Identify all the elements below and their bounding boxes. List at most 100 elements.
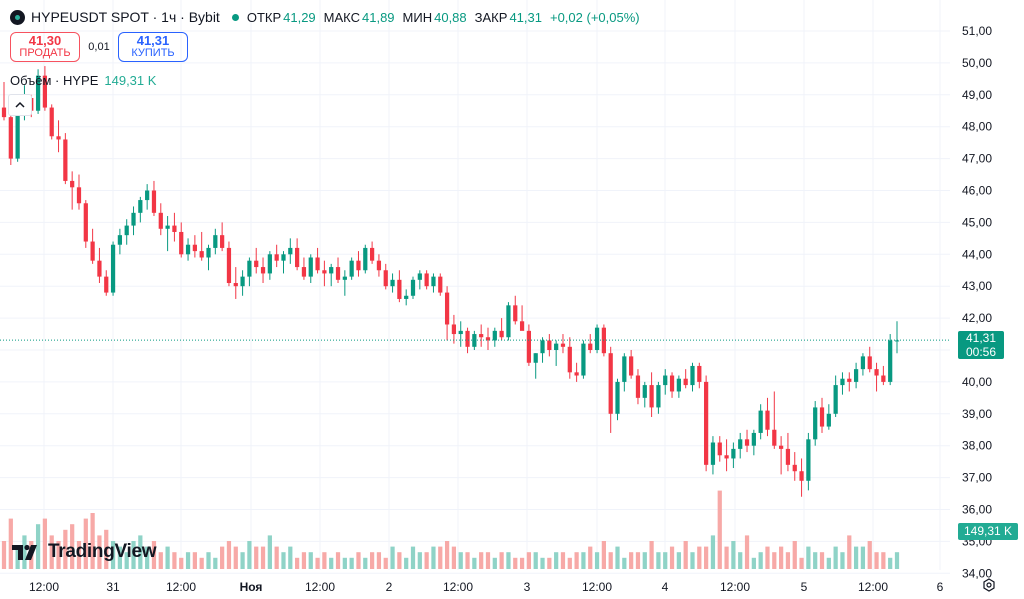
volume-bar [42, 518, 48, 569]
candle-body [97, 260, 102, 277]
candle-body [349, 260, 354, 277]
candle-body [547, 340, 552, 350]
volume-bar [308, 552, 313, 569]
volume-bar [104, 529, 109, 569]
candle-body [56, 136, 61, 140]
candle-body [492, 330, 497, 341]
candle-body [622, 356, 627, 382]
candle-body [629, 356, 634, 376]
volume-bar [724, 546, 729, 569]
x-tick-label: 12:00 [166, 580, 196, 594]
candle-body [76, 187, 82, 204]
candle-body [465, 330, 470, 347]
candle-body [335, 267, 341, 280]
volume-bar [431, 546, 436, 569]
candle-body [70, 180, 75, 188]
volume-bar [247, 541, 252, 569]
volume-bar [145, 546, 150, 569]
volume-bar [581, 552, 586, 569]
volume-bar [676, 552, 681, 569]
symbol-title[interactable]: HYPEUSDT SPOT · 1ч · Bybit [31, 9, 220, 25]
volume-legend[interactable]: Объём · HYPE 149,31 K [10, 73, 156, 88]
buy-button[interactable]: 41,31 КУПИТЬ [118, 32, 188, 62]
volume-bar [683, 541, 688, 569]
volume-bar [560, 552, 566, 569]
volume-bar [301, 552, 307, 569]
candle-body [847, 378, 852, 382]
volume-value: 149,31 K [104, 73, 157, 88]
volume-bar [860, 546, 866, 569]
candle-body [676, 378, 681, 392]
volume-bar [710, 535, 716, 569]
candle-body [649, 385, 654, 408]
candle-body [267, 254, 272, 274]
volume-bar [240, 552, 245, 569]
candle-body [63, 139, 68, 181]
volume-bar [656, 552, 661, 569]
candle-body [526, 330, 532, 363]
y-tick-label: 43,00 [962, 279, 992, 293]
candle-body [329, 267, 334, 274]
logo-icon [10, 9, 25, 25]
x-tick-label: Ноя [240, 580, 263, 594]
candle-body [49, 107, 54, 137]
x-tick-label: 12:00 [582, 580, 612, 594]
candle-body [533, 353, 538, 363]
candle-body [806, 439, 811, 481]
candle-body [881, 375, 886, 382]
candle-body [301, 267, 307, 277]
sell-button[interactable]: 41,30 ПРОДАТЬ [10, 32, 80, 62]
volume-bar [369, 552, 375, 569]
volume-bar [199, 557, 204, 569]
x-tick-label: 2 [386, 580, 393, 594]
candle-body [444, 292, 450, 325]
candle-body [656, 385, 661, 408]
volume-bar [49, 535, 54, 569]
x-tick-label: 31 [106, 580, 120, 594]
candle-body [785, 448, 791, 465]
volume-bar [335, 552, 341, 569]
volume-bar [785, 552, 791, 569]
candle-body [738, 439, 743, 449]
candle-body [308, 257, 313, 277]
candle-body [642, 385, 647, 398]
y-tick-label: 36,00 [962, 503, 992, 517]
volume-bar [438, 546, 443, 569]
candle-body [424, 273, 429, 287]
candle-body [260, 267, 266, 274]
settings-gear-icon[interactable] [982, 578, 996, 592]
candle-body [513, 305, 518, 322]
high-label: МАКС [323, 9, 360, 25]
collapse-legend-button[interactable] [8, 94, 32, 116]
x-tick-label: 12:00 [858, 580, 888, 594]
last-price-value: 41,31 [965, 331, 997, 345]
candle-body [322, 270, 327, 274]
volume-bar [765, 546, 770, 569]
candle-body [1, 107, 7, 118]
candle-body [560, 343, 566, 347]
candle-body [499, 330, 504, 338]
y-tick-label: 39,00 [962, 407, 992, 421]
y-tick-label: 37,00 [962, 471, 992, 485]
volume-bar [288, 546, 293, 569]
volume-bar [158, 552, 163, 569]
tradingview-logo-icon [12, 544, 37, 560]
tradingview-logo[interactable]: TradingView [12, 541, 157, 563]
candle-body [138, 200, 143, 213]
branding-text: TradingView [48, 541, 157, 562]
volume-bar [274, 546, 279, 569]
volume-bar [533, 552, 538, 569]
volume-bar [526, 552, 532, 569]
candle-body [226, 247, 232, 284]
price-axis: 51,00 50,00 49,00 48,00 47,00 46,00 45,00 44,00… [962, 24, 992, 580]
candle-body [124, 225, 129, 236]
volume-bar [131, 541, 136, 569]
volume-bar [226, 541, 232, 569]
volume-bar [233, 546, 238, 569]
volume-bar [513, 557, 518, 569]
volume-bar [588, 546, 593, 569]
volume-bar [185, 552, 191, 569]
candle-body [342, 276, 347, 280]
y-tick-label: 51,00 [962, 24, 992, 38]
